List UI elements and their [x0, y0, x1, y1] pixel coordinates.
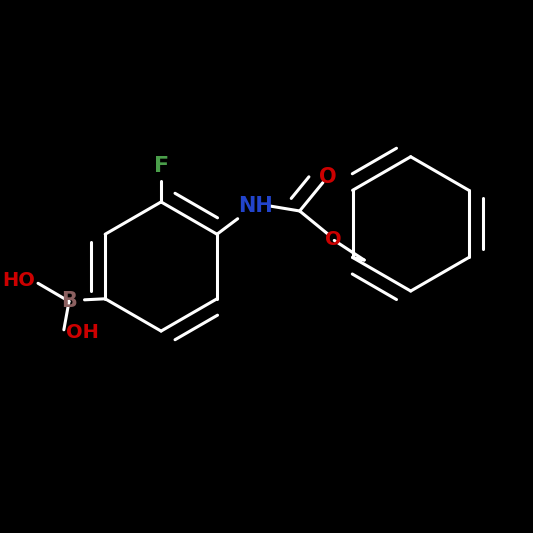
Text: B: B — [61, 292, 77, 311]
Text: NH: NH — [238, 196, 273, 216]
Text: OH: OH — [67, 323, 99, 342]
Text: F: F — [154, 156, 168, 176]
Text: O: O — [319, 167, 337, 188]
Text: O: O — [325, 230, 342, 249]
Text: HO: HO — [3, 271, 35, 290]
